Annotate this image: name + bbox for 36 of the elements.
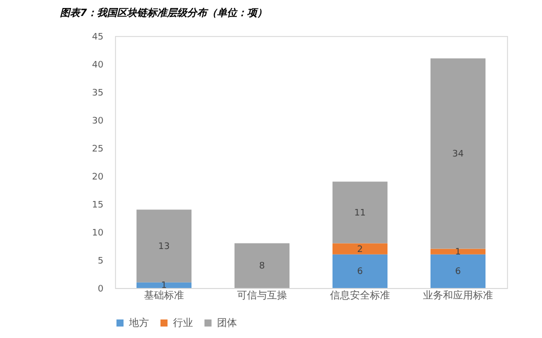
x-tick-label: 业务和应用标准	[423, 290, 493, 302]
data-label: 2	[357, 244, 363, 255]
bar	[430, 254, 486, 288]
legend-label: 团体	[217, 317, 237, 329]
data-label: 11	[354, 208, 366, 218]
y-tick-label: 25	[92, 144, 104, 154]
bar	[332, 182, 388, 244]
bar	[430, 248, 486, 254]
data-label: 8	[259, 262, 266, 272]
data-label: 1	[161, 281, 167, 292]
bar	[332, 243, 388, 254]
bar	[136, 282, 192, 288]
y-tick-label: 45	[92, 32, 104, 42]
data-label: 1	[455, 248, 461, 258]
y-tick-label: 20	[92, 172, 104, 182]
x-tick-label: 信息安全标准	[330, 290, 390, 302]
y-tick-label: 30	[92, 116, 104, 126]
bar	[332, 254, 388, 288]
legend-label: 地方	[128, 317, 149, 329]
y-tick-label: 10	[92, 228, 104, 238]
data-label: 6	[455, 267, 462, 278]
x-tick-label: 可信与互操	[237, 290, 287, 302]
y-tick-label: 15	[92, 200, 104, 210]
chart-title: 图表7：我国区块链标准层级分布（单位：项）	[60, 7, 267, 19]
x-tick-label: 基础标准	[144, 290, 184, 302]
y-tick-label: 5	[98, 256, 104, 266]
data-label: 34	[452, 150, 464, 160]
y-tick-label: 35	[92, 88, 104, 98]
y-tick-label: 0	[98, 284, 104, 294]
y-tick-label: 40	[92, 60, 104, 70]
bar	[136, 210, 192, 282]
data-label: 13	[158, 242, 170, 252]
legend-label: 行业	[173, 317, 193, 329]
bar	[430, 58, 486, 249]
bar	[234, 243, 290, 288]
data-label: 6	[357, 267, 364, 278]
